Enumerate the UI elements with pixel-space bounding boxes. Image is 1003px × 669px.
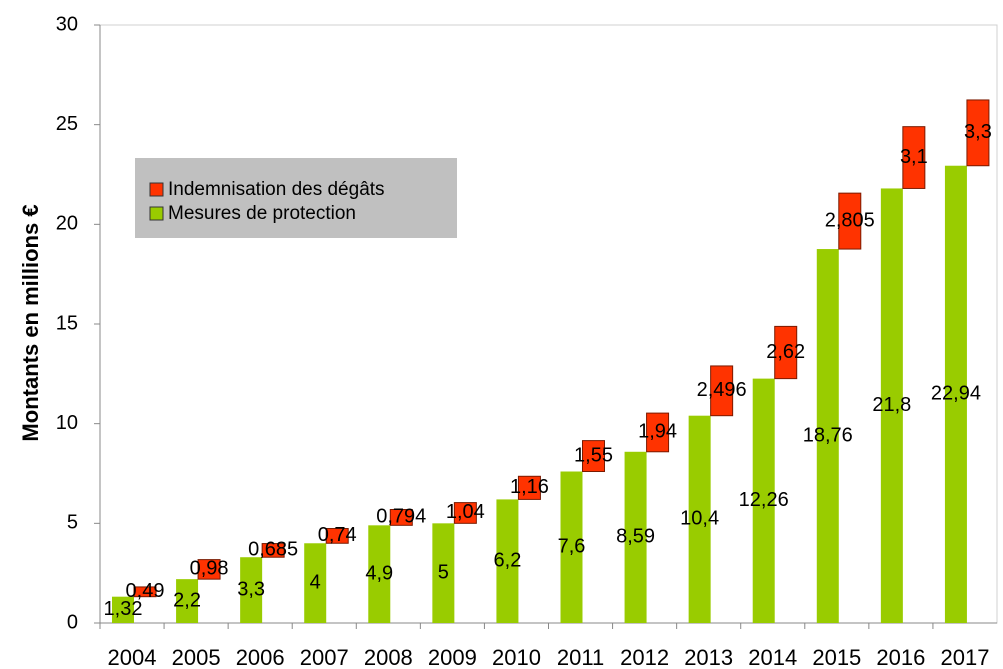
x-tick-label: 2011 <box>557 645 604 669</box>
legend-swatch <box>149 182 164 197</box>
value-label: 1,04 <box>446 501 485 523</box>
bar <box>944 165 967 623</box>
y-tick-label: 15 <box>56 312 78 334</box>
bar <box>133 586 157 598</box>
x-tick-label: 2016 <box>876 645 925 669</box>
bar <box>816 249 839 623</box>
bar <box>624 451 647 623</box>
x-tick-label: 2004 <box>108 645 157 669</box>
value-label: 2,496 <box>697 379 747 401</box>
y-tick-label: 5 <box>67 512 78 534</box>
x-tick-label: 2015 <box>812 645 861 669</box>
bar <box>774 325 798 380</box>
value-label: 1,55 <box>574 444 613 466</box>
value-label: 4,9 <box>365 562 393 584</box>
value-label: 1,16 <box>510 476 549 498</box>
y-tick-label: 20 <box>56 213 78 235</box>
x-tick-label: 2013 <box>684 645 733 669</box>
value-label: 1,94 <box>638 421 677 443</box>
bar <box>432 523 455 623</box>
x-tick-label: 2006 <box>236 645 285 669</box>
legend-label: Mesures de protection <box>168 203 356 224</box>
legend-swatch <box>149 206 164 221</box>
bar <box>582 440 605 473</box>
bar <box>496 499 519 623</box>
x-tick-label: 2014 <box>748 645 797 669</box>
bar <box>646 412 670 453</box>
legend-label: Indemnisation des dégâts <box>168 179 385 200</box>
bar <box>261 543 285 558</box>
bar <box>197 559 221 580</box>
bar <box>838 192 862 250</box>
bar <box>240 557 263 623</box>
y-axis-label: Montants en millions € <box>18 204 43 441</box>
value-label: 3,3 <box>964 121 992 143</box>
value-label: 2,2 <box>173 589 201 611</box>
bar <box>112 596 134 623</box>
bar <box>710 365 734 417</box>
value-label: 8,59 <box>616 526 655 548</box>
y-tick-label: 30 <box>56 13 78 35</box>
bar <box>688 415 711 623</box>
bar <box>453 502 477 524</box>
value-label: 4 <box>310 571 321 593</box>
value-label: 3,3 <box>237 578 265 600</box>
value-label: 22,94 <box>931 383 981 405</box>
value-label: 0,49 <box>126 580 165 602</box>
value-label: 2,62 <box>766 341 805 363</box>
x-tick-label: 2007 <box>300 645 349 669</box>
value-label: 12,26 <box>739 489 789 511</box>
bar <box>880 188 903 623</box>
value-label: 18,76 <box>803 424 853 446</box>
y-tick-label: 0 <box>67 611 78 633</box>
x-tick-label: 2005 <box>172 645 221 669</box>
bar <box>176 579 199 623</box>
value-label: 2,805 <box>825 209 875 231</box>
value-label: 0,98 <box>190 558 229 580</box>
bar <box>517 475 541 500</box>
bar <box>902 126 926 189</box>
x-tick-label: 2009 <box>428 645 477 669</box>
value-label: 3,1 <box>900 146 928 168</box>
value-label: 5 <box>438 561 449 583</box>
x-tick-label: 2008 <box>364 645 413 669</box>
value-label: 10,4 <box>680 508 719 530</box>
bar <box>752 378 775 623</box>
value-label: 21,8 <box>872 394 911 416</box>
value-label: 1,32 <box>104 598 143 620</box>
value-label: 0,685 <box>248 539 298 561</box>
bar <box>368 525 391 623</box>
plot-area <box>99 24 998 624</box>
x-tick-label: 2012 <box>620 645 669 669</box>
value-label: 0,74 <box>318 524 357 546</box>
bar <box>304 543 327 623</box>
value-label: 6,2 <box>494 549 522 571</box>
value-label: 7,6 <box>558 536 586 558</box>
legend-box <box>135 158 457 238</box>
y-tick-label: 10 <box>56 412 78 434</box>
bar <box>325 528 349 544</box>
bar <box>389 508 413 526</box>
bar <box>560 471 583 623</box>
value-label: 0,794 <box>376 506 426 528</box>
x-tick-label: 2017 <box>940 645 989 669</box>
x-tick-label: 2010 <box>492 645 541 669</box>
bar <box>966 99 990 167</box>
y-tick-label: 25 <box>56 113 78 135</box>
